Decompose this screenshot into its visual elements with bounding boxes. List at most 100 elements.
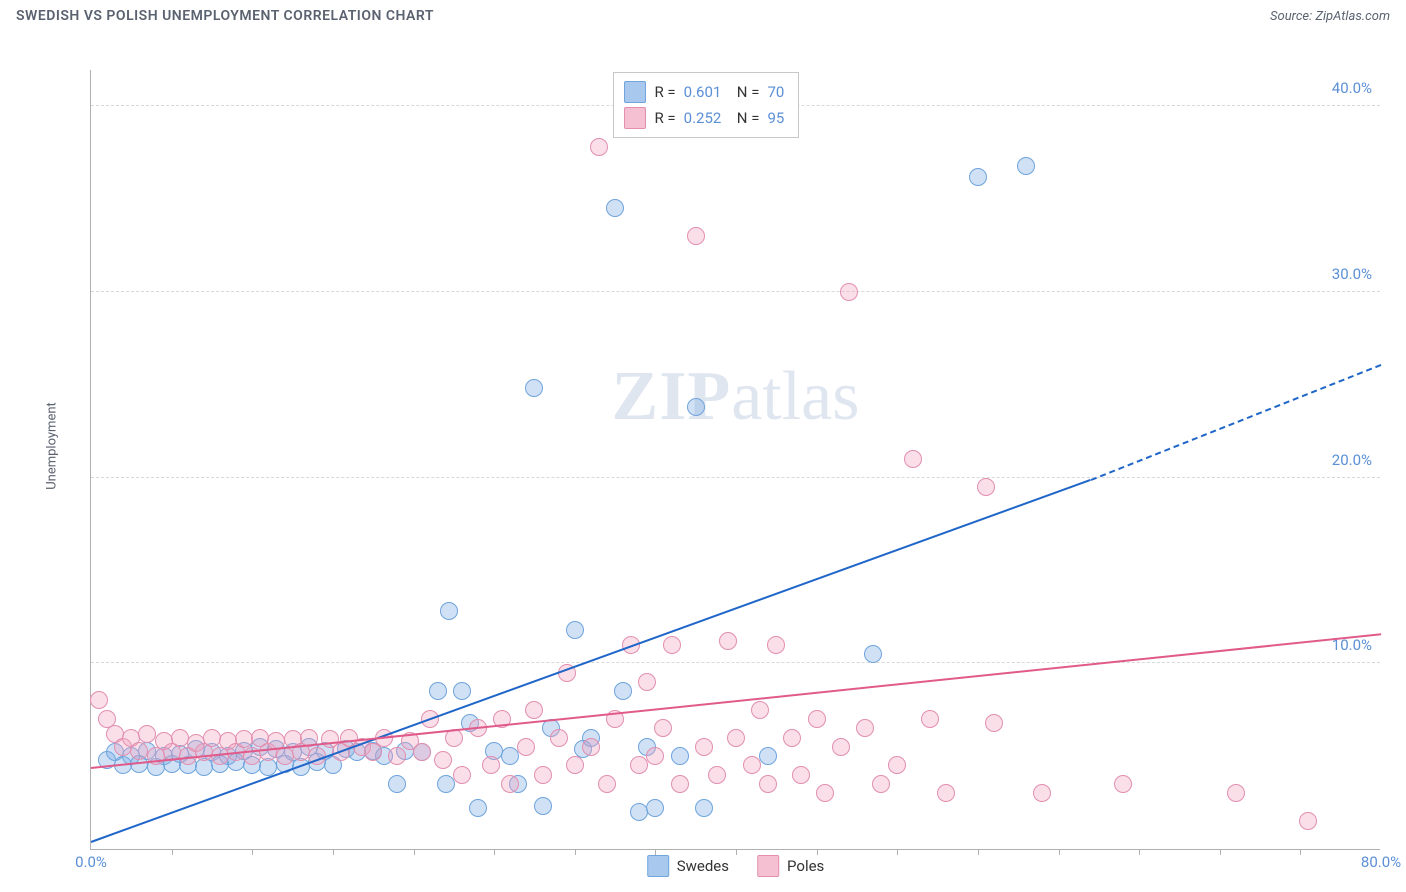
data-point [743, 756, 761, 774]
gridline [91, 477, 1380, 478]
data-point [856, 719, 874, 737]
y-tick-label: 20.0% [1332, 451, 1372, 469]
data-point [534, 766, 552, 784]
data-point [606, 199, 624, 217]
data-point [719, 632, 737, 650]
data-point [388, 747, 406, 765]
x-tick [978, 849, 979, 855]
x-tick [172, 849, 173, 855]
data-point [590, 138, 608, 156]
series-legend-item: Swedes [647, 855, 729, 877]
data-point [429, 682, 447, 700]
watermark: ZIPatlas [612, 357, 860, 437]
data-point [783, 729, 801, 747]
data-point [695, 799, 713, 817]
x-tick [1139, 849, 1140, 855]
legend-swatch [624, 107, 646, 129]
legend-row: R = 0.601 N = 70 [624, 79, 784, 105]
y-tick-label: 30.0% [1332, 265, 1372, 283]
regression-line [91, 633, 1381, 769]
legend-swatch [647, 855, 669, 877]
x-tick [1300, 849, 1301, 855]
data-point [482, 756, 500, 774]
data-point [582, 738, 600, 756]
legend-swatch [757, 855, 779, 877]
data-point [654, 719, 672, 737]
correlation-legend: R = 0.601 N = 70R = 0.252 N = 95 [613, 72, 799, 138]
data-point [614, 682, 632, 700]
x-tick [494, 849, 495, 855]
data-point [687, 227, 705, 245]
data-point [550, 729, 568, 747]
data-point [453, 682, 471, 700]
data-point [937, 784, 955, 802]
gridline [91, 662, 1380, 663]
data-point [687, 398, 705, 416]
data-point [977, 478, 995, 496]
data-point [985, 714, 1003, 732]
data-point [888, 756, 906, 774]
data-point [969, 168, 987, 186]
series-legend: Swedes Poles [647, 855, 825, 877]
x-tick [252, 849, 253, 855]
data-point [727, 729, 745, 747]
data-point [90, 691, 108, 709]
data-point [434, 751, 452, 769]
data-point [904, 450, 922, 468]
data-point [525, 379, 543, 397]
data-point [646, 799, 664, 817]
data-point [671, 747, 689, 765]
data-point [517, 738, 535, 756]
chart-container: ZIPatlas 10.0%20.0%30.0%40.0%0.0%80.0%R … [40, 40, 1390, 860]
x-tick-label: 0.0% [75, 853, 107, 871]
data-point [1033, 784, 1051, 802]
data-point [413, 743, 431, 761]
data-point [663, 636, 681, 654]
gridline [91, 291, 1380, 292]
chart-title: SWEDISH VS POLISH UNEMPLOYMENT CORRELATI… [16, 8, 434, 24]
data-point [816, 784, 834, 802]
data-point [525, 701, 543, 719]
data-point [808, 710, 826, 728]
data-point [598, 775, 616, 793]
series-name: Swedes [677, 857, 729, 875]
data-point [437, 775, 455, 793]
x-tick [575, 849, 576, 855]
data-point [751, 701, 769, 719]
data-point [534, 797, 552, 815]
data-point [671, 775, 689, 793]
data-point [203, 729, 221, 747]
data-point [566, 756, 584, 774]
data-point [566, 621, 584, 639]
x-tick [897, 849, 898, 855]
data-point [501, 775, 519, 793]
x-tick [1220, 849, 1221, 855]
data-point [638, 673, 656, 691]
data-point [767, 636, 785, 654]
x-tick [333, 849, 334, 855]
scatter-plot: ZIPatlas 10.0%20.0%30.0%40.0%0.0%80.0%R … [90, 70, 1380, 850]
data-point [759, 775, 777, 793]
x-tick-label: 80.0% [1361, 853, 1401, 871]
x-tick [414, 849, 415, 855]
data-point [1017, 157, 1035, 175]
data-point [832, 738, 850, 756]
data-point [792, 766, 810, 784]
data-point [872, 775, 890, 793]
data-point [759, 747, 777, 765]
data-point [469, 799, 487, 817]
data-point [864, 645, 882, 663]
legend-row: R = 0.252 N = 95 [624, 105, 784, 131]
series-name: Poles [787, 857, 824, 875]
data-point [921, 710, 939, 728]
data-point [235, 730, 253, 748]
data-point [840, 283, 858, 301]
data-point [1227, 784, 1245, 802]
data-point [646, 747, 664, 765]
source-attribution: Source: ZipAtlas.com [1270, 9, 1390, 24]
y-tick-label: 40.0% [1332, 79, 1372, 97]
data-point [695, 738, 713, 756]
data-point [453, 766, 471, 784]
data-point [364, 743, 382, 761]
series-legend-item: Poles [757, 855, 824, 877]
